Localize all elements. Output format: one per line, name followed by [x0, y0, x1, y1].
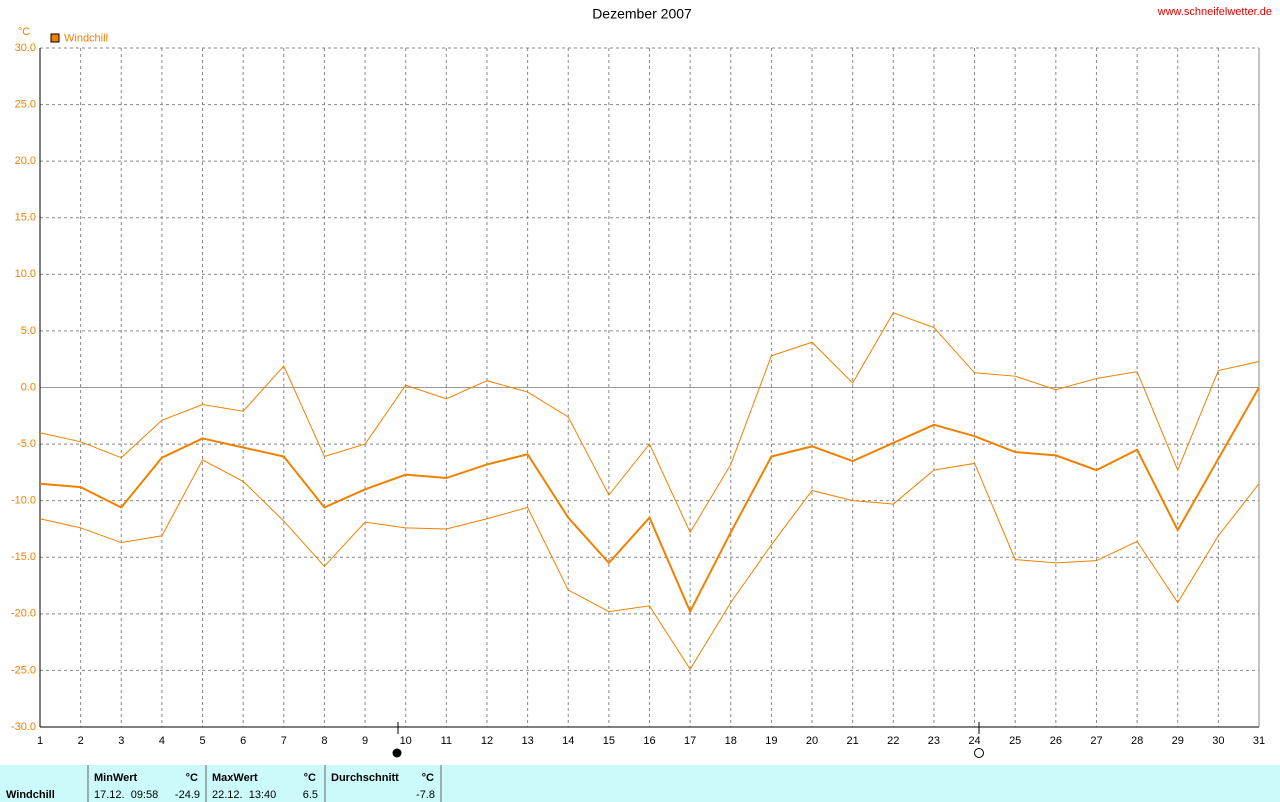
y-tick-label: -20.0: [11, 608, 36, 620]
x-tick-label: 5: [199, 735, 205, 747]
col-unit: °C: [304, 772, 316, 784]
source: www.schneifelwetter.de: [1157, 6, 1272, 18]
x-tick-label: 19: [765, 735, 777, 747]
col-header: MaxWert: [212, 772, 258, 784]
x-tick-label: 28: [1131, 735, 1143, 747]
col-header: Durchschnitt: [331, 772, 399, 784]
row-label: Windchill: [6, 789, 55, 801]
cell: 17.12. 09:58: [94, 789, 158, 801]
cell: 6.5: [303, 789, 318, 801]
x-tick-label: 9: [362, 735, 368, 747]
series-line: [39, 312, 1260, 534]
series-line: [39, 459, 1260, 671]
col-unit: °C: [422, 772, 434, 784]
x-tick-label: 27: [1090, 735, 1102, 747]
y-tick-label: 0.0: [21, 381, 36, 393]
x-tick-label: 22: [887, 735, 899, 747]
y-tick-label: 20.0: [15, 155, 36, 167]
legend-label: Windchill: [64, 32, 108, 44]
x-tick-label: 11: [441, 735, 452, 747]
x-tick-label: 16: [643, 735, 655, 747]
summary-table: Windchill MinWert °C 17.12. 09:58 -24.9 …: [0, 765, 1280, 802]
x-tick-label: 6: [240, 735, 246, 747]
col-header: MinWert: [94, 772, 138, 784]
y-tick-label: -10.0: [11, 495, 36, 507]
x-tick-label: 10: [400, 735, 412, 747]
x-tick-label: 14: [562, 735, 574, 747]
new-moon: [392, 748, 402, 758]
y-unit: °C: [18, 26, 30, 38]
y-tick-label: 10.0: [15, 268, 36, 280]
x-tick-label: 4: [159, 735, 165, 747]
x-tick-label: 29: [1172, 735, 1184, 747]
x-tick-label: 26: [1050, 735, 1062, 747]
x-tick-label: 2: [78, 735, 84, 747]
x-tick-label: 30: [1212, 735, 1224, 747]
y-tick-label: 15.0: [15, 212, 36, 224]
x-tick-label: 23: [928, 735, 940, 747]
x-tick-label: 3: [118, 735, 124, 747]
y-tick-label: -25.0: [11, 664, 36, 676]
cell: -24.9: [175, 789, 200, 801]
legend-swatch: [50, 33, 60, 43]
x-tick-label: 17: [684, 735, 696, 747]
cell: -7.8: [416, 789, 435, 801]
x-tick-label: 25: [1009, 735, 1021, 747]
col-unit: °C: [186, 772, 198, 784]
table-bg: [0, 765, 1280, 802]
x-tick-label: 18: [725, 735, 737, 747]
y-tick-label: 30.0: [15, 42, 36, 54]
plot: -30.0 -25.0 -20.0 -15.0 -10.0 -5.0 0.0 5.0 10.0 1…: [11, 42, 1265, 747]
x-tick-label: 24: [968, 735, 980, 747]
x-tick-label: 1: [37, 735, 43, 747]
x-tick-label: 31: [1253, 735, 1265, 747]
x-tick-label: 7: [281, 735, 287, 747]
y-tick-label: -30.0: [11, 721, 36, 733]
chart-title: Dezember 2007: [592, 6, 692, 22]
y-tick-label: -5.0: [17, 438, 36, 450]
full-moon: [974, 748, 984, 758]
x-tick-label: 21: [847, 735, 859, 747]
x-tick-label: 8: [321, 735, 327, 747]
cell: 22.12. 13:40: [212, 789, 276, 801]
x-tick-label: 15: [603, 735, 615, 747]
x-tick-label: 20: [806, 735, 818, 747]
series-line: [39, 387, 1260, 614]
y-tick-label: 25.0: [15, 98, 36, 110]
x-tick-label: 12: [481, 735, 493, 747]
y-tick-label: 5.0: [21, 325, 36, 337]
y-tick-label: -15.0: [11, 551, 36, 563]
x-tick-label: 13: [521, 735, 533, 747]
